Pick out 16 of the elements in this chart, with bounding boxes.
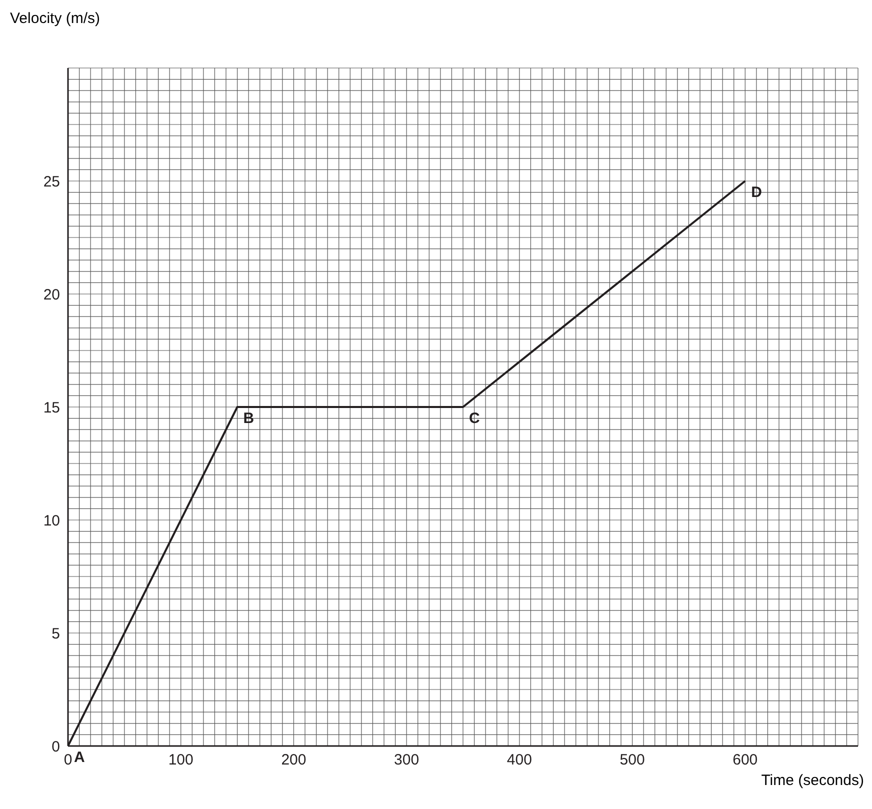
y-tick-label: 25: [43, 173, 60, 190]
x-tick-label: 600: [732, 752, 758, 769]
y-tick-label: 20: [43, 286, 60, 304]
y-tick-label: 15: [43, 399, 60, 416]
y-axis-title: Velocity (m/s): [10, 10, 100, 27]
x-tick-label: 200: [281, 752, 306, 769]
x-tick-label: 400: [506, 752, 532, 769]
x-tick-label: 300: [394, 752, 420, 769]
x-tick-label: 500: [620, 752, 645, 769]
annotation: A: [74, 749, 85, 766]
x-axis-title: Time (seconds): [761, 772, 864, 789]
y-tick-label: 0: [52, 738, 60, 756]
x-tick-label: 0: [64, 752, 72, 769]
y-tick-label: 5: [52, 625, 60, 642]
y-tick-label: 10: [43, 512, 60, 530]
x-tick-label: 100: [168, 752, 194, 769]
